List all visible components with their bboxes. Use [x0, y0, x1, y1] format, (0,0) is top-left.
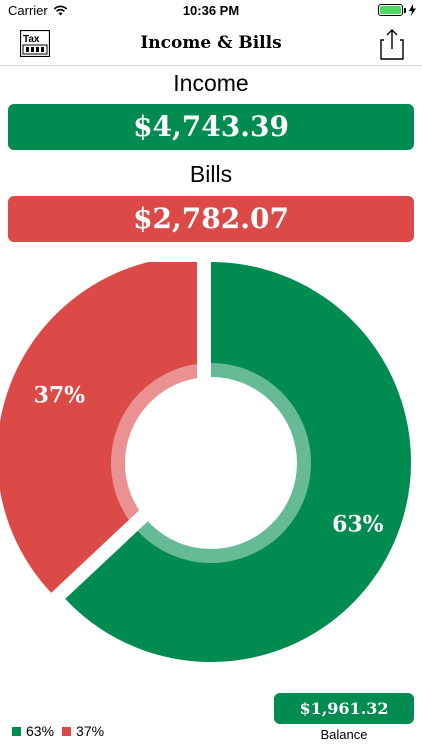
legend-swatch — [12, 726, 21, 736]
status-time: 10:36 PM — [182, 3, 240, 18]
bills-amount[interactable]: $2,782.07 — [8, 196, 414, 242]
legend-label: 37% — [76, 723, 105, 739]
charging-bolt-icon — [409, 4, 416, 16]
slice-label-bills: 37% — [34, 382, 86, 408]
balance-label: Balance — [320, 727, 368, 742]
income-label: Income — [173, 70, 249, 96]
income-bills-donut-chart: 63% 37% — [0, 262, 412, 662]
battery-indicator — [378, 4, 416, 16]
status-bar: Carrier 10:36 PM — [0, 0, 422, 22]
balance-amount[interactable]: $1,961.32 — [274, 693, 414, 724]
battery-icon — [378, 4, 403, 16]
carrier-label: Carrier — [8, 3, 48, 18]
slice-label-income: 63% — [332, 512, 384, 538]
donut-hole — [125, 377, 297, 549]
share-icon[interactable] — [380, 28, 404, 60]
carrier-info: Carrier — [8, 3, 68, 18]
legend-swatch — [62, 726, 72, 736]
legend-label: 63% — [26, 723, 55, 739]
legend-entry: 37% — [62, 723, 104, 739]
page-title: Income & Bills — [140, 33, 282, 53]
tax-icon-text: Tax — [23, 34, 40, 45]
income-amount[interactable]: $4,743.39 — [8, 104, 414, 150]
navigation-bar: Tax Income & Bills — [0, 22, 422, 66]
wifi-icon — [53, 5, 67, 16]
donut-slice-bills[interactable] — [0, 262, 197, 593]
chart-legend: 63% 37% — [12, 723, 112, 739]
bills-label: Bills — [189, 161, 233, 187]
legend-entry: 63% — [12, 723, 54, 739]
tax-calculator-icon[interactable]: Tax — [20, 30, 50, 57]
